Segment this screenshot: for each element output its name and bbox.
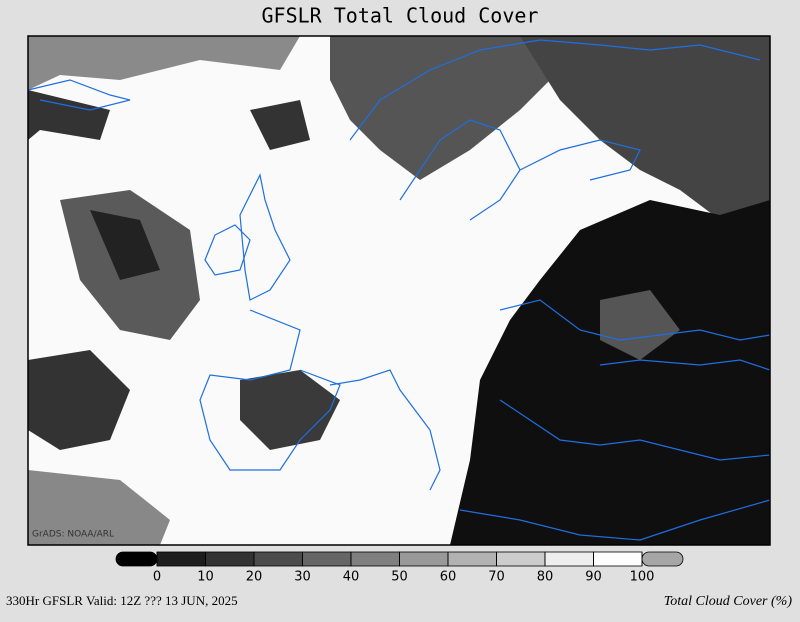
colorbar-tick-label: 60 [440, 570, 457, 585]
colorbar-tick-label: 100 [630, 570, 655, 585]
credit: GrADS: NOAA/ARL [32, 530, 114, 540]
colorbar-tick-label: 70 [488, 570, 505, 585]
colorbar-tick-label: 40 [343, 570, 360, 585]
cloud-area [28, 36, 300, 90]
colorbar-segment [115, 551, 158, 567]
coastline [459, 499, 771, 541]
colorbar-tick-label: 0 [153, 570, 161, 585]
footer-right: Total Cloud Cover (%) [664, 594, 793, 609]
coastline [199, 309, 341, 471]
cloud-area [28, 470, 170, 545]
cloud-area [600, 290, 680, 360]
cloud-area [520, 36, 770, 220]
footer-band [0, 588, 800, 618]
coastline [599, 359, 771, 371]
colorbar-segment [156, 551, 206, 567]
colorbar-tick-label: 10 [197, 570, 214, 585]
coastline [499, 299, 771, 341]
colorbar-tick-label: 90 [585, 570, 602, 585]
colorbar: 0 10 20 30 40 50 60 70 80 90 100 [115, 551, 684, 585]
cloud-area [28, 350, 130, 450]
colorbar-segment [544, 551, 594, 567]
colorbar-segment [253, 551, 303, 567]
colorbar-tick-label: 50 [391, 570, 408, 585]
coastline [519, 139, 641, 181]
cloud-area [28, 90, 110, 140]
colorbar-segment [205, 551, 255, 567]
colorbar-segment [399, 551, 449, 567]
coastline [499, 399, 771, 461]
cloud-area [450, 200, 770, 545]
cloud-area [90, 210, 160, 280]
coastline [27, 79, 131, 111]
header-band [0, 0, 800, 36]
cloud-area [250, 100, 310, 150]
coastline [239, 173, 291, 301]
colorbar-tick-label: 20 [246, 570, 263, 585]
colorbar-segment [447, 551, 497, 567]
map-frame [27, 35, 771, 546]
coastline [329, 369, 441, 491]
colorbar-tick-label: 80 [537, 570, 554, 585]
map: GrADS: NOAA/ARL [27, 35, 771, 546]
coastline [399, 119, 521, 221]
colorbar-segment [641, 551, 684, 567]
cloud-area [240, 370, 340, 450]
colorbar-segment [350, 551, 400, 567]
colorbar-segment [593, 551, 643, 567]
colorbar-tick-label: 30 [294, 570, 311, 585]
coastline [204, 224, 251, 276]
colorbar-segment [302, 551, 352, 567]
coastline [349, 39, 761, 141]
footer-left: 330Hr GFSLR Valid: 12Z ??? 13 JUN, 2025 [6, 593, 238, 608]
title: GFSLR Total Cloud Cover [262, 4, 539, 28]
cloud-area [330, 36, 560, 180]
coastlines [27, 39, 771, 541]
colorbar-segment [496, 551, 546, 567]
